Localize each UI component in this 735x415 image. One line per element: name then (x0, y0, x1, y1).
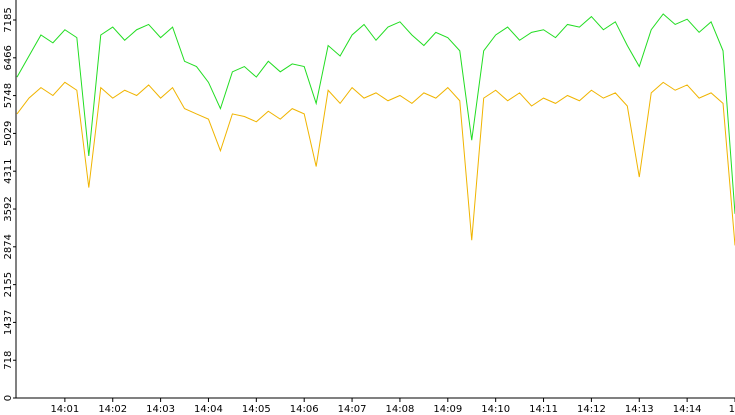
x-tick-label: 14:01 (50, 404, 79, 415)
x-tick-label: 14:11 (529, 404, 558, 415)
x-tick-label: 14:02 (98, 404, 127, 415)
x-tick-label: 14:14 (673, 404, 702, 415)
y-tick-label: 718 (3, 351, 14, 370)
x-tick-label: 14:12 (577, 404, 606, 415)
y-tick-label: 1437 (3, 310, 14, 335)
series-line (16, 13, 735, 214)
y-tick-label: 0 (3, 395, 14, 401)
y-tick-label: 2155 (3, 272, 14, 297)
x-tick-label: 14:13 (625, 404, 654, 415)
x-tick-label: 14:03 (146, 404, 175, 415)
y-tick-label: 7185 (3, 7, 14, 32)
x-tick-label: 14:09 (433, 404, 462, 415)
x-tick-label: 14:04 (194, 404, 223, 415)
x-tick-label: 14:07 (338, 404, 367, 415)
x-tick-label: 14:05 (242, 404, 271, 415)
series-line (16, 81, 735, 246)
y-tick-label: 4311 (3, 158, 14, 183)
y-tick-label: 3592 (3, 196, 14, 221)
x-tick-label: 14 (729, 404, 735, 415)
y-tick-label: 5748 (3, 83, 14, 108)
x-tick-label: 14:10 (481, 404, 510, 415)
y-tick-label: 5029 (3, 121, 14, 146)
y-tick-label: 2874 (3, 234, 14, 259)
x-tick-label: 14:08 (386, 404, 415, 415)
x-tick-label: 14:06 (290, 404, 319, 415)
y-tick-label: 6466 (3, 45, 14, 70)
